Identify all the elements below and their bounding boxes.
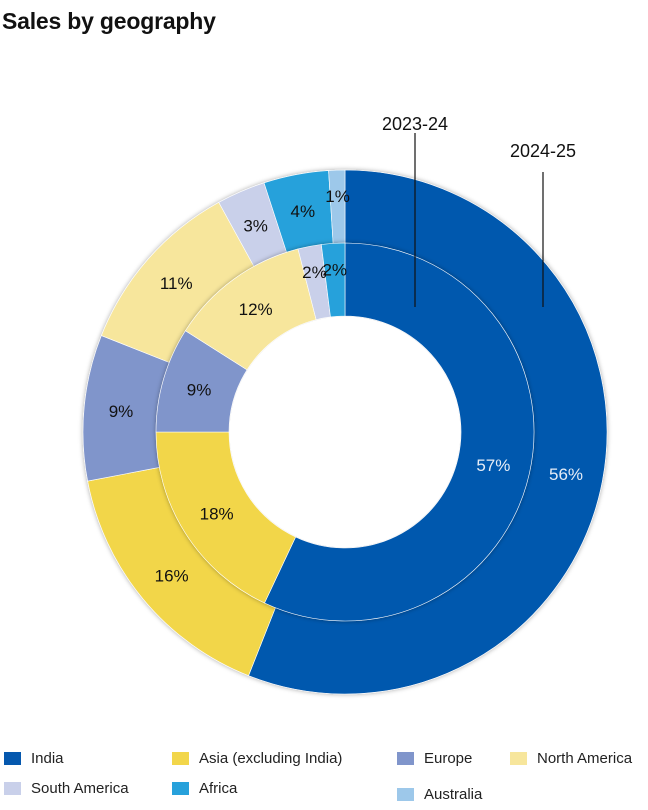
legend-item-asia: Asia (excluding India) <box>172 750 342 767</box>
data-label-outer-north-america: 11% <box>160 274 193 293</box>
legend-swatch-india <box>4 752 21 765</box>
data-label-outer-europe: 9% <box>109 402 134 421</box>
legend-swatch-australia <box>397 788 414 801</box>
legend-label-asia: Asia (excluding India) <box>199 750 343 767</box>
data-label-inner-europe: 9% <box>187 381 212 400</box>
data-label-outer-asia: 16% <box>155 566 189 585</box>
data-label-outer-africa: 4% <box>291 202 316 221</box>
ring-inner <box>155 242 535 622</box>
legend-swatch-north-america <box>510 752 527 765</box>
ring-outer <box>82 169 608 695</box>
legend-label-africa: Africa <box>199 780 238 797</box>
legend-item-india: India <box>4 750 64 767</box>
legend-label-north-america: North America <box>537 750 633 767</box>
data-label-inner-africa: 2% <box>322 260 347 279</box>
legend-label-india: India <box>31 750 64 767</box>
legend-item-north-america: North America <box>510 750 632 767</box>
legend-item-south-america: South America <box>4 780 129 797</box>
data-label-inner-india: 57% <box>476 456 510 475</box>
slice-inner-india <box>264 242 535 622</box>
donut-hole <box>229 316 461 548</box>
data-label-inner-south-america: 2% <box>302 263 327 282</box>
legend-swatch-asia <box>172 752 189 765</box>
legend-item-europe: Europe <box>397 750 472 767</box>
slice-inner-africa <box>320 242 346 318</box>
data-label-outer-south-america: 3% <box>243 217 268 236</box>
legend-swatch-south-america <box>4 782 21 795</box>
legend-swatch-europe <box>397 752 414 765</box>
data-label-inner-asia: 18% <box>200 504 234 523</box>
series-label-inner: 2023-24 <box>382 114 448 134</box>
data-label-outer-australia: 1% <box>325 187 350 206</box>
legend-label-south-america: South America <box>31 780 129 797</box>
legend-item-australia: Australia <box>397 786 482 803</box>
data-label-outer-india: 56% <box>549 465 583 484</box>
legend-swatch-africa <box>172 782 189 795</box>
donut-chart: 56% 16% 9% 11% 3% 4% 1% 57% 18% 9% 12% 2%2% 2023-24 2… <box>82 114 608 695</box>
legend-label-australia: Australia <box>424 786 483 803</box>
legend-item-africa: Africa <box>172 780 237 797</box>
data-label-inner-north-america: 12% <box>239 300 273 319</box>
series-label-outer: 2024-25 <box>510 141 576 161</box>
legend: India Asia (excluding India) Europe Nort… <box>0 744 648 810</box>
chart-title: Sales by geography <box>2 8 216 34</box>
legend-label-europe: Europe <box>424 750 473 767</box>
